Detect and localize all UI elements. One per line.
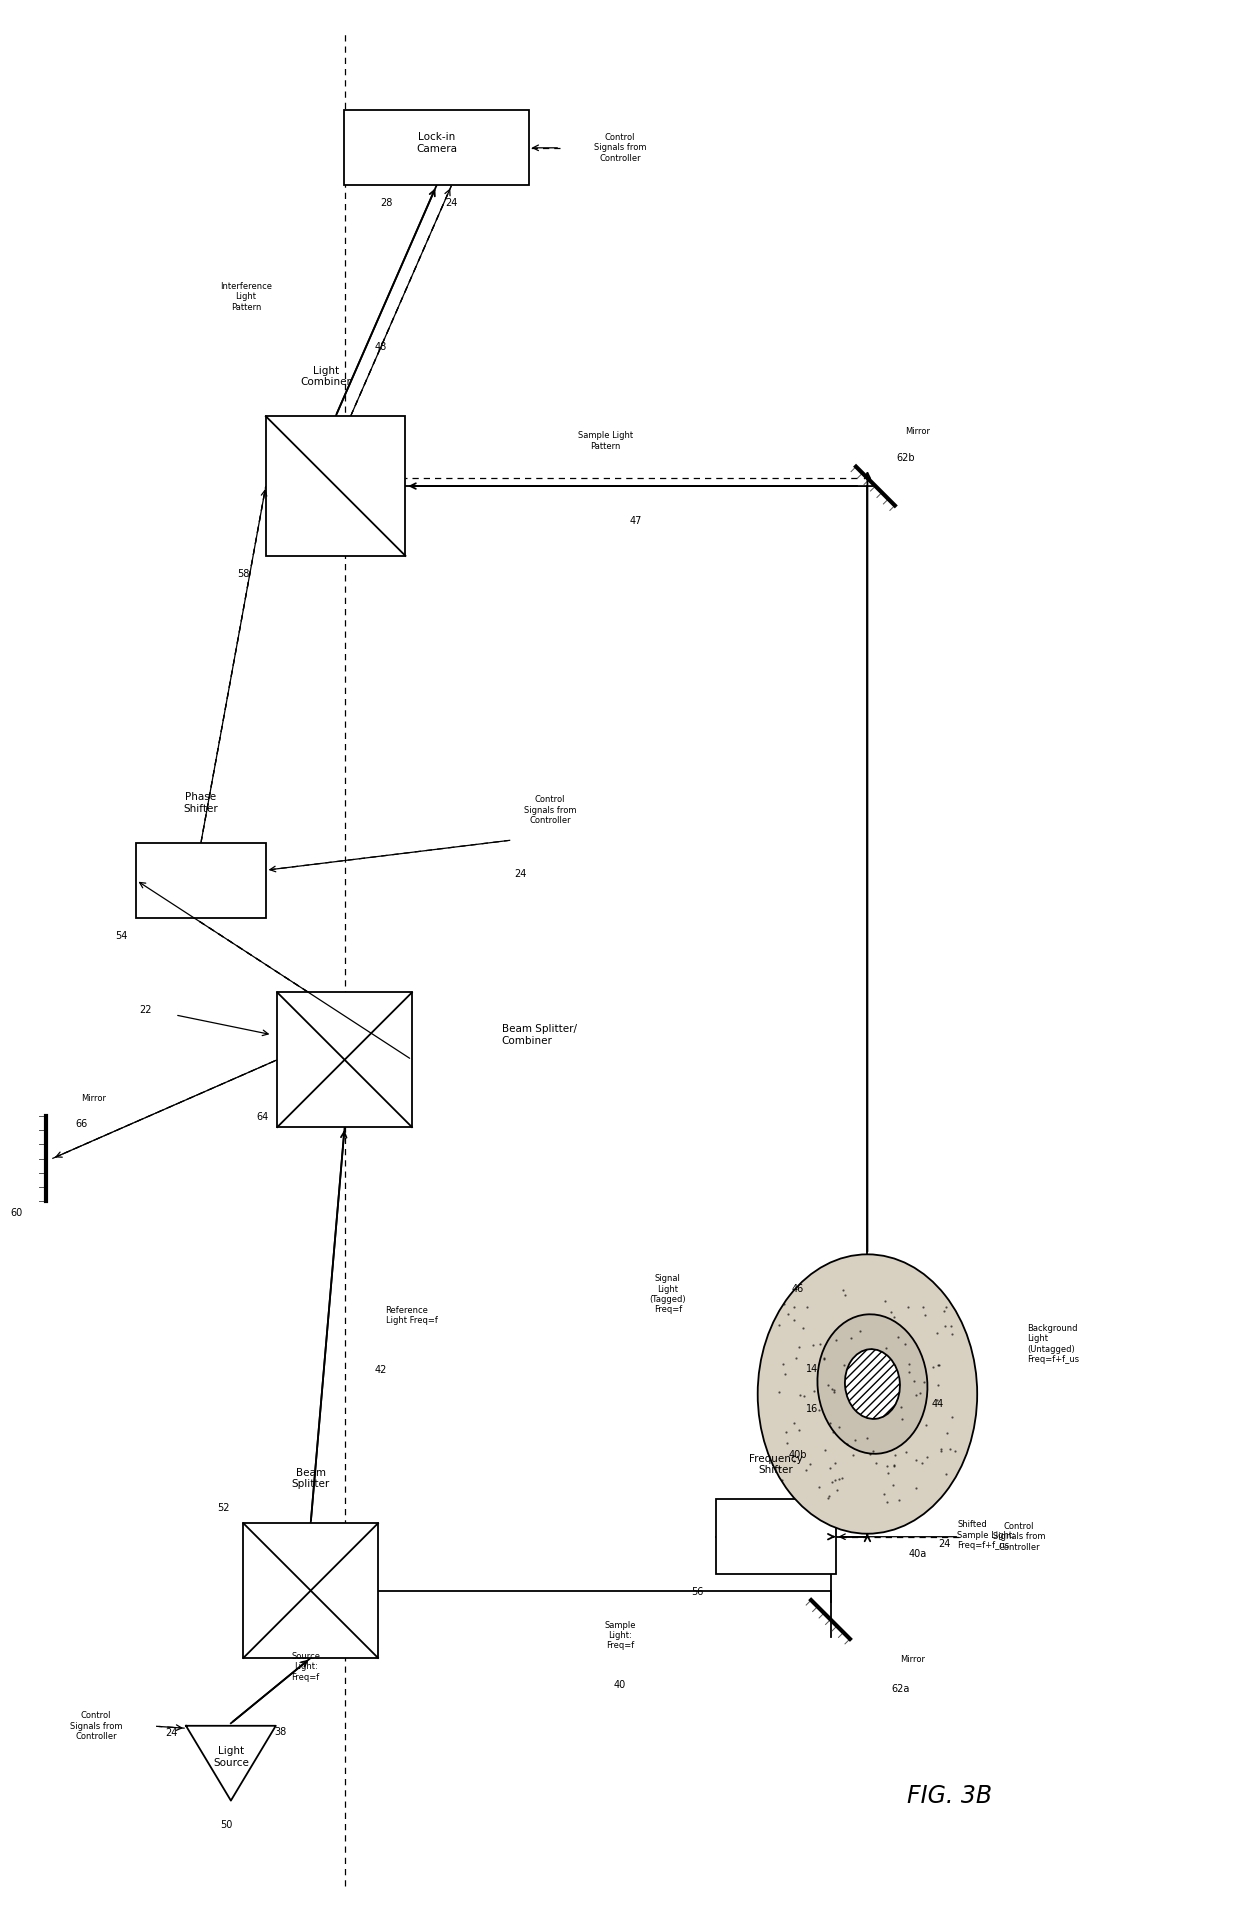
Text: 60: 60	[10, 1208, 22, 1218]
Text: 48: 48	[374, 341, 387, 351]
Text: 40a: 40a	[908, 1548, 926, 1559]
Ellipse shape	[817, 1314, 928, 1454]
Text: Background
Light
(Untagged)
Freq=f+f_us: Background Light (Untagged) Freq=f+f_us	[1027, 1323, 1079, 1364]
Text: 22: 22	[139, 1005, 151, 1015]
Ellipse shape	[758, 1254, 977, 1534]
Polygon shape	[186, 1726, 275, 1801]
Text: Control
Signals from
Controller: Control Signals from Controller	[594, 132, 646, 163]
Text: 47: 47	[629, 516, 641, 526]
Text: Mirror: Mirror	[81, 1093, 107, 1103]
Text: 40b: 40b	[789, 1450, 807, 1460]
Bar	[136, 842, 265, 917]
Text: Control
Signals from
Controller: Control Signals from Controller	[993, 1521, 1045, 1552]
Text: FIG. 3B: FIG. 3B	[906, 1784, 992, 1809]
Ellipse shape	[844, 1348, 900, 1419]
Text: 42: 42	[374, 1366, 387, 1375]
Text: Reference
Light Freq=f: Reference Light Freq=f	[386, 1306, 438, 1325]
Text: Frequency
Shifter: Frequency Shifter	[749, 1454, 802, 1475]
Text: Light
Combiner: Light Combiner	[300, 366, 351, 387]
Text: Lock-in
Camera: Lock-in Camera	[415, 132, 456, 153]
Text: Source
Light:
Freq=f: Source Light: Freq=f	[291, 1651, 320, 1682]
Bar	[243, 1523, 378, 1657]
Text: 24: 24	[939, 1538, 950, 1548]
Text: Phase
Shifter: Phase Shifter	[184, 792, 218, 813]
Text: 54: 54	[115, 930, 128, 940]
Text: 62a: 62a	[892, 1684, 910, 1694]
Text: 16: 16	[806, 1404, 818, 1414]
Text: 14: 14	[806, 1364, 818, 1373]
Text: 24: 24	[165, 1728, 177, 1738]
Text: 56: 56	[692, 1586, 704, 1598]
Bar	[265, 416, 405, 556]
Text: 58: 58	[238, 570, 250, 579]
Text: Control
Signals from
Controller: Control Signals from Controller	[69, 1711, 123, 1742]
Text: Beam
Splitter: Beam Splitter	[291, 1467, 330, 1488]
Text: 62b: 62b	[897, 453, 915, 462]
Text: 44: 44	[931, 1398, 944, 1410]
Text: 66: 66	[76, 1118, 87, 1128]
Text: 46: 46	[791, 1285, 804, 1295]
Text: 50: 50	[219, 1820, 232, 1830]
Text: Sample Light
Pattern: Sample Light Pattern	[578, 432, 634, 451]
Text: Shifted
Sample Light:
Freq=f+f_us: Shifted Sample Light: Freq=f+f_us	[957, 1521, 1016, 1550]
Text: Mirror: Mirror	[905, 426, 930, 435]
Text: Light
Source: Light Source	[213, 1747, 249, 1768]
Text: 24: 24	[515, 869, 527, 878]
Text: 28: 28	[381, 198, 393, 207]
Bar	[278, 992, 412, 1128]
Bar	[715, 1500, 836, 1575]
Text: Beam Splitter/
Combiner: Beam Splitter/ Combiner	[502, 1024, 577, 1045]
Text: Control
Signals from
Controller: Control Signals from Controller	[525, 796, 577, 825]
Bar	[345, 111, 528, 186]
Text: 24: 24	[445, 198, 458, 207]
Text: Interference
Light
Pattern: Interference Light Pattern	[219, 282, 272, 313]
Text: 38: 38	[274, 1726, 286, 1738]
Text: Sample
Light:
Freq=f: Sample Light: Freq=f	[604, 1621, 636, 1649]
Text: 52: 52	[217, 1504, 229, 1513]
Text: Signal
Light
(Tagged)
Freq=f: Signal Light (Tagged) Freq=f	[650, 1274, 686, 1314]
Text: Mirror: Mirror	[900, 1655, 925, 1665]
Text: 64: 64	[257, 1112, 268, 1122]
Text: 40: 40	[614, 1680, 626, 1690]
